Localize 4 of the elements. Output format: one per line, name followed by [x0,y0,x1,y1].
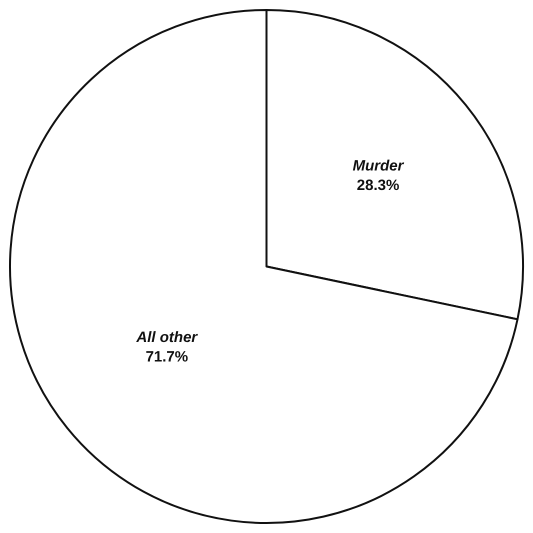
data-label: 71.7% [146,348,188,366]
slice-label: Murder [352,157,405,174]
slice-label: All other [135,329,198,346]
data-label: 28.3% [356,176,400,194]
